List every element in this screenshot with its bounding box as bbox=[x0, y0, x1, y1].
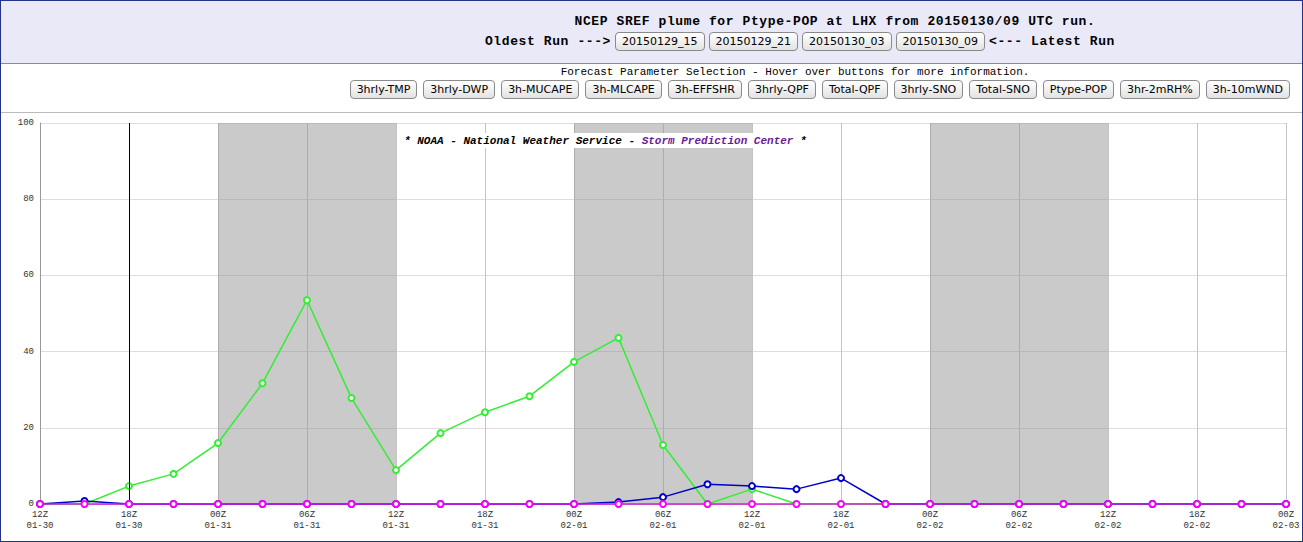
html-text:20150129_15: 20150129_15 bbox=[622, 35, 698, 48]
svg-text:01-31: 01-31 bbox=[471, 521, 498, 531]
svg-text:02-01: 02-01 bbox=[827, 521, 854, 531]
html-text:NCEP SREF plume for Ptype-POP: NCEP SREF plume for Ptype-POP at LHX fro… bbox=[574, 14, 1096, 29]
svg-text:01-30: 01-30 bbox=[26, 521, 53, 531]
svg-text:18Z: 18Z bbox=[121, 510, 138, 520]
svg-text:02-01: 02-01 bbox=[560, 521, 587, 531]
svg-text:00Z: 00Z bbox=[1278, 510, 1295, 520]
svg-text:18Z: 18Z bbox=[833, 510, 850, 520]
html-text:3hrly-QPF: 3hrly-QPF bbox=[755, 83, 809, 96]
svg-text:*: * bbox=[793, 135, 807, 147]
svg-text:02-02: 02-02 bbox=[1005, 521, 1032, 531]
html-text:3h-MUCAPE: 3h-MUCAPE bbox=[508, 83, 573, 96]
svg-text:* NOAA - National Weather Serv: * NOAA - National Weather Service - bbox=[404, 135, 642, 147]
svg-text:40: 40 bbox=[23, 347, 34, 357]
svg-text:02-02: 02-02 bbox=[916, 521, 943, 531]
svg-text:00Z: 00Z bbox=[922, 510, 939, 520]
html-text:Forecast Parameter Selection -: Forecast Parameter Selection - Hover ove… bbox=[560, 66, 1030, 78]
html-text:20150130_09: 20150130_09 bbox=[902, 35, 978, 48]
svg-text:12Z: 12Z bbox=[388, 510, 405, 520]
svg-text:00Z: 00Z bbox=[566, 510, 583, 520]
svg-text:01-31: 01-31 bbox=[382, 521, 409, 531]
html-text:3hrly-SNO: 3hrly-SNO bbox=[900, 83, 957, 96]
svg-text:06Z: 06Z bbox=[655, 510, 672, 520]
html-text:3h-10mWND: 3h-10mWND bbox=[1212, 83, 1283, 96]
html-text:Ptype-POP: Ptype-POP bbox=[1049, 83, 1107, 96]
svg-text:00Z: 00Z bbox=[210, 510, 227, 520]
svg-text:01-30: 01-30 bbox=[115, 521, 142, 531]
svg-text:06Z: 06Z bbox=[299, 510, 316, 520]
svg-text:02-02: 02-02 bbox=[1094, 521, 1121, 531]
svg-text:02-02: 02-02 bbox=[1183, 521, 1210, 531]
html-text:20150129_21: 20150129_21 bbox=[715, 35, 791, 48]
html-text:Total-QPF: Total-QPF bbox=[828, 83, 881, 96]
svg-text:01-31: 01-31 bbox=[293, 521, 320, 531]
html-text:3h-MLCAPE: 3h-MLCAPE bbox=[592, 83, 655, 96]
svg-text:Storm Prediction Center: Storm Prediction Center bbox=[642, 135, 794, 147]
html-text:3hrly-TMP: 3hrly-TMP bbox=[356, 83, 411, 96]
svg-text:02-01: 02-01 bbox=[649, 521, 676, 531]
svg-text:18Z: 18Z bbox=[477, 510, 494, 520]
svg-text:80: 80 bbox=[23, 194, 34, 204]
svg-text:12Z: 12Z bbox=[1100, 510, 1117, 520]
svg-text:18Z: 18Z bbox=[1189, 510, 1206, 520]
svg-text:20: 20 bbox=[23, 423, 34, 433]
svg-text:06Z: 06Z bbox=[1011, 510, 1028, 520]
html-text:<--- Latest Run: <--- Latest Run bbox=[989, 34, 1115, 49]
svg-text:12Z: 12Z bbox=[32, 510, 49, 520]
html-text:3hrly-DWP: 3hrly-DWP bbox=[430, 83, 489, 96]
svg-text:60: 60 bbox=[23, 270, 34, 280]
svg-text:01-31: 01-31 bbox=[204, 521, 231, 531]
svg-text:0: 0 bbox=[29, 499, 34, 509]
html-text:3h-EFFSHR: 3h-EFFSHR bbox=[674, 83, 735, 96]
svg-text:02-03: 02-03 bbox=[1272, 521, 1299, 531]
svg-text:12Z: 12Z bbox=[744, 510, 761, 520]
html-text:20150130_03: 20150130_03 bbox=[809, 35, 885, 48]
html-text:Total-SNO: Total-SNO bbox=[976, 83, 1030, 96]
html-text:3hr-2mRH%: 3hr-2mRH% bbox=[1126, 83, 1193, 96]
svg-text:02-01: 02-01 bbox=[738, 521, 765, 531]
svg-text:100: 100 bbox=[18, 118, 34, 128]
html-text:Oldest Run --->: Oldest Run ---> bbox=[485, 34, 611, 49]
